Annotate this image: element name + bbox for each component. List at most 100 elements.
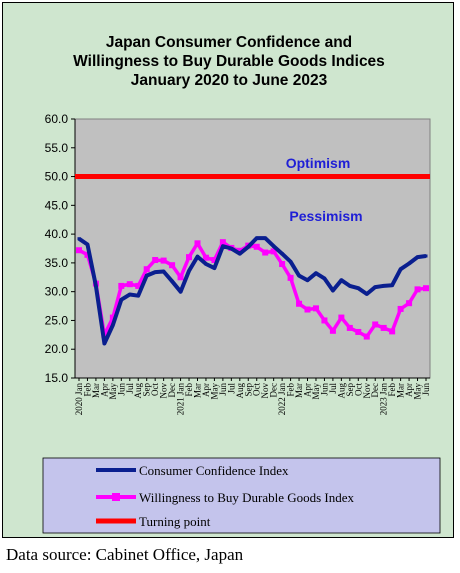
data-point-consumer-confidence	[119, 298, 123, 302]
data-point-willingness	[338, 314, 345, 321]
y-axis: 15.0 20.0 25.0 30.0 35.0 40.0 45.0 50.0 55.0 60.0	[45, 112, 76, 385]
data-point-consumer-confidence	[339, 278, 343, 282]
data-point-willingness	[380, 324, 387, 331]
x-tick-label: Sep	[345, 383, 355, 397]
data-point-consumer-confidence	[399, 267, 403, 271]
legend-marker-consumer-confidence	[114, 468, 118, 472]
y-tick-label: 20.0	[45, 342, 69, 356]
data-point-willingness	[194, 240, 201, 247]
data-point-willingness	[152, 257, 159, 264]
x-tick-label: Mar	[294, 383, 304, 398]
x-tick-label: Feb	[82, 383, 92, 397]
data-point-consumer-confidence	[272, 244, 276, 248]
x-tick-label: Apr	[99, 383, 109, 397]
legend: Consumer Confidence Index Willingness to…	[42, 457, 441, 534]
y-tick-label: 55.0	[45, 141, 69, 155]
y-tick-label: 25.0	[45, 313, 69, 327]
chart: Japan Consumer Confidence and Willingnes…	[42, 34, 441, 534]
data-point-consumer-confidence	[136, 294, 140, 298]
plot-area	[74, 118, 431, 379]
data-point-consumer-confidence	[246, 245, 250, 249]
data-point-consumer-confidence	[221, 244, 225, 248]
y-tick-label: 35.0	[45, 256, 69, 270]
data-point-consumer-confidence	[322, 276, 326, 280]
data-point-consumer-confidence	[77, 237, 81, 241]
y-tick-label: 50.0	[45, 170, 69, 184]
data-point-willingness	[296, 300, 303, 307]
data-point-consumer-confidence	[85, 242, 89, 246]
data-point-consumer-confidence	[263, 236, 267, 240]
data-point-willingness	[329, 327, 336, 334]
data-point-willingness	[397, 305, 404, 312]
annotation-optimism: Optimism	[286, 155, 351, 171]
y-tick-label: 60.0	[45, 112, 69, 126]
x-tick-label: Jun	[116, 383, 126, 396]
x-tick-label: Apr	[404, 383, 414, 397]
data-point-willingness	[109, 314, 116, 321]
data-point-consumer-confidence	[179, 290, 183, 294]
data-point-consumer-confidence	[187, 269, 191, 273]
data-point-willingness	[423, 285, 429, 292]
data-point-willingness	[414, 286, 421, 293]
data-point-willingness	[270, 248, 277, 255]
x-tick-label: 2020 Jan	[74, 383, 84, 416]
data-point-consumer-confidence	[331, 289, 335, 293]
data-point-consumer-confidence	[356, 286, 360, 290]
data-point-willingness	[186, 254, 193, 261]
x-tick-label: Nov	[362, 383, 372, 399]
legend-label-turning-point: Turning point	[139, 514, 211, 529]
x-axis: 2020 JanFebMarAprMayJunJulAugSepOctNovDe…	[74, 377, 431, 416]
data-point-willingness	[253, 243, 260, 250]
data-point-consumer-confidence	[102, 341, 106, 345]
x-tick-label: Jul	[328, 383, 338, 394]
x-tick-label: May	[311, 383, 321, 400]
data-point-willingness	[363, 333, 370, 340]
legend-marker-willingness	[112, 493, 120, 501]
data-point-willingness	[211, 257, 218, 264]
data-point-willingness	[262, 249, 269, 256]
data-source-note: Data source: Cabinet Office, Japan	[6, 545, 244, 564]
x-tick-label: Sep	[142, 383, 152, 397]
legend-label-consumer-confidence: Consumer Confidence Index	[139, 463, 289, 478]
chart-title-line-2: Willingness to Buy Durable Goods Indices	[73, 53, 385, 70]
y-tick-label: 40.0	[45, 227, 69, 241]
data-point-consumer-confidence	[212, 266, 216, 270]
data-point-consumer-confidence	[424, 254, 428, 258]
data-point-willingness	[118, 282, 125, 289]
data-point-willingness	[219, 239, 226, 246]
data-point-consumer-confidence	[238, 252, 242, 256]
data-point-willingness	[135, 282, 142, 289]
y-tick-label: 15.0	[45, 371, 69, 385]
chart-title: Japan Consumer Confidence and Willingnes…	[73, 34, 385, 89]
data-point-willingness	[287, 274, 294, 281]
data-point-consumer-confidence	[382, 284, 386, 288]
data-point-willingness	[169, 262, 176, 269]
x-tick-label: May	[413, 383, 423, 400]
x-tick-label: Mar	[91, 383, 101, 398]
x-tick-label: May	[108, 383, 118, 400]
x-tick-label: Jul	[125, 383, 135, 394]
data-point-willingness	[126, 281, 133, 288]
data-point-consumer-confidence	[94, 284, 98, 288]
x-tick-label: Oct	[252, 383, 262, 396]
data-point-willingness	[346, 324, 353, 331]
x-tick-label: Jul	[226, 383, 236, 394]
x-tick-label: Apr	[303, 383, 313, 397]
y-tick-label: 45.0	[45, 198, 69, 212]
x-tick-label: Oct	[150, 383, 160, 396]
data-point-willingness	[84, 251, 91, 258]
data-point-consumer-confidence	[297, 274, 301, 278]
data-point-consumer-confidence	[314, 271, 318, 275]
x-tick-label: Aug	[133, 383, 143, 399]
data-point-consumer-confidence	[348, 284, 352, 288]
chart-frame: Japan Consumer Confidence and Willingnes…	[2, 2, 454, 538]
x-tick-label: Mar	[396, 383, 406, 398]
data-point-consumer-confidence	[407, 261, 411, 265]
x-tick-label: Aug	[235, 383, 245, 399]
data-point-consumer-confidence	[289, 260, 293, 264]
data-point-consumer-confidence	[162, 270, 166, 274]
data-point-consumer-confidence	[365, 292, 369, 296]
data-point-consumer-confidence	[306, 278, 310, 282]
data-point-willingness	[160, 257, 167, 264]
data-point-willingness	[143, 266, 150, 273]
